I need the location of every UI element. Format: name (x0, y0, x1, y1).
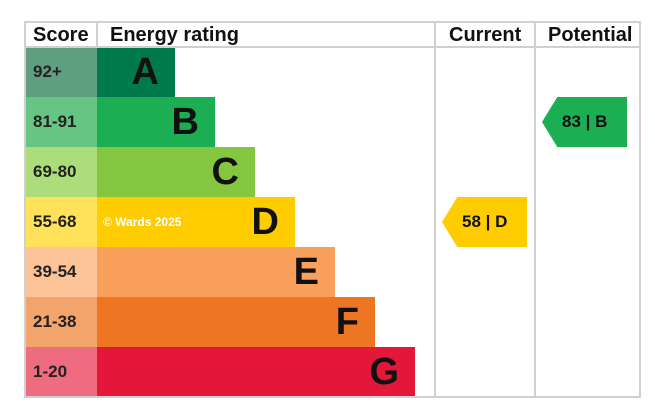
rating-bar-g: G (97, 347, 415, 397)
score-range-e: 39-54 (25, 247, 97, 297)
rating-bar-c: C (97, 147, 255, 197)
potential-rating-arrow: 83 | B (542, 97, 627, 147)
header-potential: Potential (548, 24, 633, 46)
current-divider (434, 21, 436, 398)
rating-bar-f: F (97, 297, 375, 347)
header-energy-rating: Energy rating (110, 24, 239, 46)
potential-divider (534, 21, 536, 398)
score-divider (96, 21, 98, 47)
rating-bar-a: A (97, 47, 175, 97)
potential-rating-label: 83 | B (562, 112, 608, 131)
rating-letter: F (335, 301, 359, 343)
header-current: Current (449, 24, 522, 46)
header-score: Score (33, 24, 89, 46)
table-border-right (639, 21, 641, 398)
score-range-b: 81-91 (25, 97, 97, 147)
current-rating-label: 58 | D (462, 212, 508, 231)
score-range-f: 21-38 (25, 297, 97, 347)
table-border-top (25, 21, 641, 23)
watermark: © Wards 2025 (103, 215, 182, 229)
rating-letter: D (251, 201, 279, 243)
score-range-d: 55-68 (25, 197, 97, 247)
rating-letter: C (211, 151, 239, 193)
rating-letter: G (369, 351, 399, 393)
header-divider (25, 46, 641, 48)
score-range-g: 1-20 (25, 347, 97, 397)
score-range-c: 69-80 (25, 147, 97, 197)
rating-letter: E (293, 251, 319, 293)
score-range-a: 92+ (25, 47, 97, 97)
table-border-left (24, 21, 26, 398)
rating-bar-e: E (97, 247, 335, 297)
rating-letter: B (171, 101, 199, 143)
table-border-bottom (25, 396, 641, 398)
rating-letter: A (131, 51, 159, 93)
current-rating-arrow: 58 | D (442, 197, 527, 247)
rating-bar-b: B (97, 97, 215, 147)
rating-bar-d: D © Wards 2025 (97, 197, 295, 247)
